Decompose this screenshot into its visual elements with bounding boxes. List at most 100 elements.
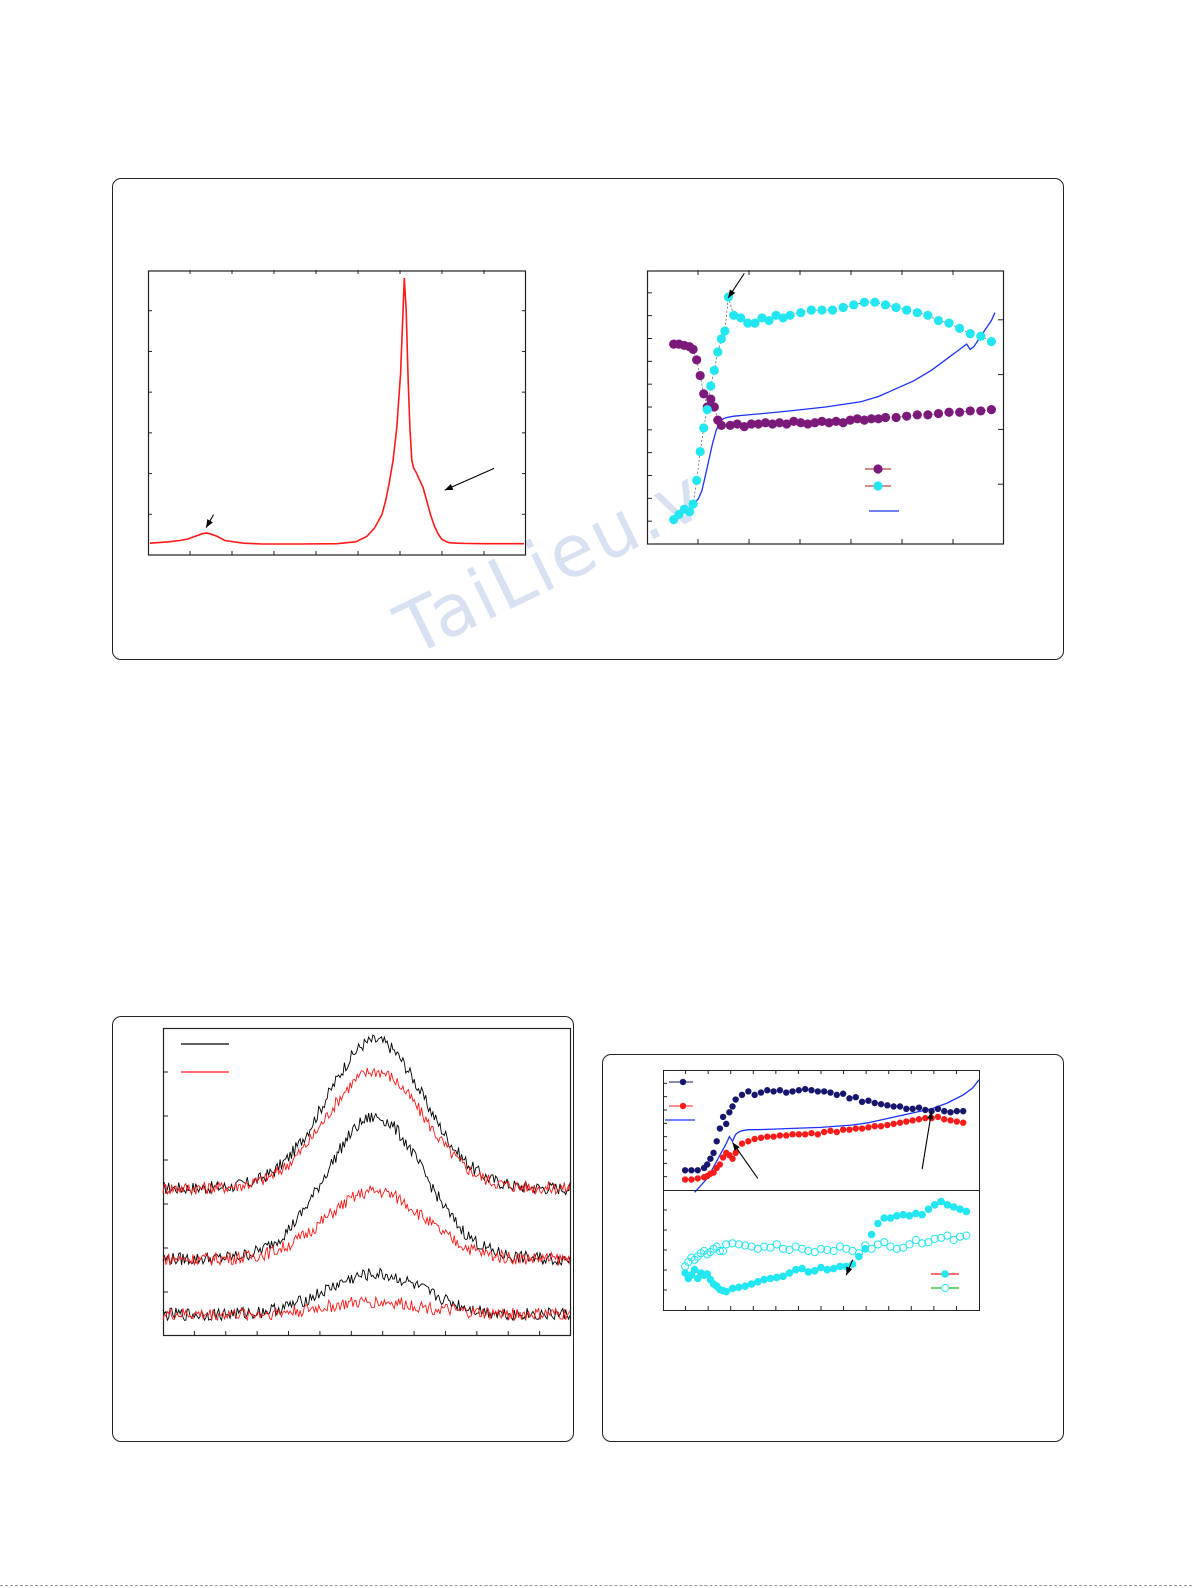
cyan-point xyxy=(859,297,869,307)
spectrum-series xyxy=(162,1267,571,1322)
navy-point xyxy=(716,1125,724,1132)
red-point xyxy=(953,1118,961,1125)
open-point xyxy=(905,1240,914,1249)
navy-point xyxy=(903,1105,910,1112)
purple-point xyxy=(782,419,792,429)
filled-point xyxy=(747,1280,756,1288)
navy-point xyxy=(852,1094,859,1101)
cyan-point xyxy=(796,308,806,318)
spectrum-series xyxy=(162,1067,571,1196)
filled-point xyxy=(722,1287,730,1296)
purple-point xyxy=(803,419,813,429)
purple-point xyxy=(746,419,756,429)
navy-point xyxy=(776,1087,784,1094)
purple-point xyxy=(716,420,726,430)
navy-point xyxy=(858,1098,866,1106)
navy-point xyxy=(922,1106,929,1114)
filled-point xyxy=(899,1210,907,1219)
open-point xyxy=(924,1238,933,1247)
cyan-point xyxy=(827,305,838,315)
navy-point xyxy=(751,1091,758,1099)
red-point xyxy=(947,1117,954,1124)
panel-bottom-left xyxy=(112,1016,574,1442)
purple-point xyxy=(838,418,848,428)
filled-point xyxy=(810,1267,819,1275)
navy-point xyxy=(719,1113,727,1121)
annotation-arrows xyxy=(727,273,745,299)
annotation-arrow-head xyxy=(444,484,454,491)
annotation-arrow xyxy=(444,467,495,491)
purple-point xyxy=(891,412,901,423)
red-point xyxy=(839,1126,847,1133)
page-bottom-rule xyxy=(0,1585,1192,1586)
red-point xyxy=(802,1131,809,1138)
chart-top-left xyxy=(147,270,527,556)
cyan-point xyxy=(695,446,705,457)
legend-marker-cyan xyxy=(873,481,883,491)
purple-point xyxy=(873,414,884,424)
navy-point xyxy=(732,1096,739,1103)
cyan-point xyxy=(699,423,709,433)
red-point xyxy=(719,1154,727,1161)
spectrum-series xyxy=(162,1184,571,1267)
purple-point xyxy=(912,410,922,420)
purple-point xyxy=(817,416,827,427)
open-point xyxy=(829,1246,838,1256)
spectrum-series xyxy=(162,1034,571,1196)
cyan-point xyxy=(986,336,997,347)
red-point xyxy=(694,1175,701,1182)
open-point xyxy=(880,1238,889,1247)
purple-point xyxy=(880,412,891,423)
navy-point xyxy=(710,1149,717,1157)
red-point xyxy=(960,1119,967,1126)
cyan-point xyxy=(729,310,739,320)
annotation-arrows xyxy=(205,467,495,528)
filled-point xyxy=(874,1219,882,1228)
navy-point xyxy=(877,1100,885,1108)
cyan-point xyxy=(944,318,954,328)
cyan-point xyxy=(750,318,760,328)
cyan-point xyxy=(743,318,753,328)
tick-marks xyxy=(163,1071,541,1336)
red-point xyxy=(909,1117,916,1124)
cyan-point xyxy=(713,347,723,357)
red-point xyxy=(789,1131,796,1138)
open-point xyxy=(734,1240,743,1249)
navy-point xyxy=(713,1138,720,1145)
filled-point xyxy=(861,1245,870,1253)
filled-point xyxy=(779,1272,787,1281)
purple-point xyxy=(866,414,876,424)
red-point xyxy=(820,1128,828,1136)
purple-point xyxy=(845,415,855,425)
open-point xyxy=(722,1240,731,1249)
legend-marker-filled xyxy=(941,1270,949,1278)
open-point xyxy=(816,1244,826,1253)
spectra xyxy=(162,1034,571,1322)
filled-point xyxy=(880,1214,888,1222)
navy-point xyxy=(890,1103,897,1110)
annotation-arrow-head xyxy=(206,519,213,528)
cyan-point xyxy=(771,310,781,320)
open-point xyxy=(955,1232,965,1241)
open-point xyxy=(785,1245,794,1255)
navy-point xyxy=(953,1107,961,1115)
cyan-point xyxy=(902,305,912,315)
spectrum-series xyxy=(162,1295,571,1322)
cyan-point xyxy=(923,310,933,320)
red-point xyxy=(745,1138,752,1145)
filled-point xyxy=(949,1203,958,1211)
legend xyxy=(181,1043,229,1073)
plot-frame xyxy=(162,1027,572,1337)
open-point xyxy=(715,1246,724,1256)
purple-point xyxy=(699,389,709,399)
navy-point xyxy=(827,1089,834,1096)
open-point xyxy=(728,1239,737,1248)
red-point xyxy=(865,1124,872,1131)
red-point xyxy=(814,1131,822,1138)
legend-marker-navy xyxy=(679,1078,687,1086)
navy-point xyxy=(694,1167,701,1174)
red-point xyxy=(764,1133,771,1140)
red-point xyxy=(934,1113,942,1121)
legend-marker-red xyxy=(679,1102,687,1110)
cyan-point xyxy=(785,310,795,320)
